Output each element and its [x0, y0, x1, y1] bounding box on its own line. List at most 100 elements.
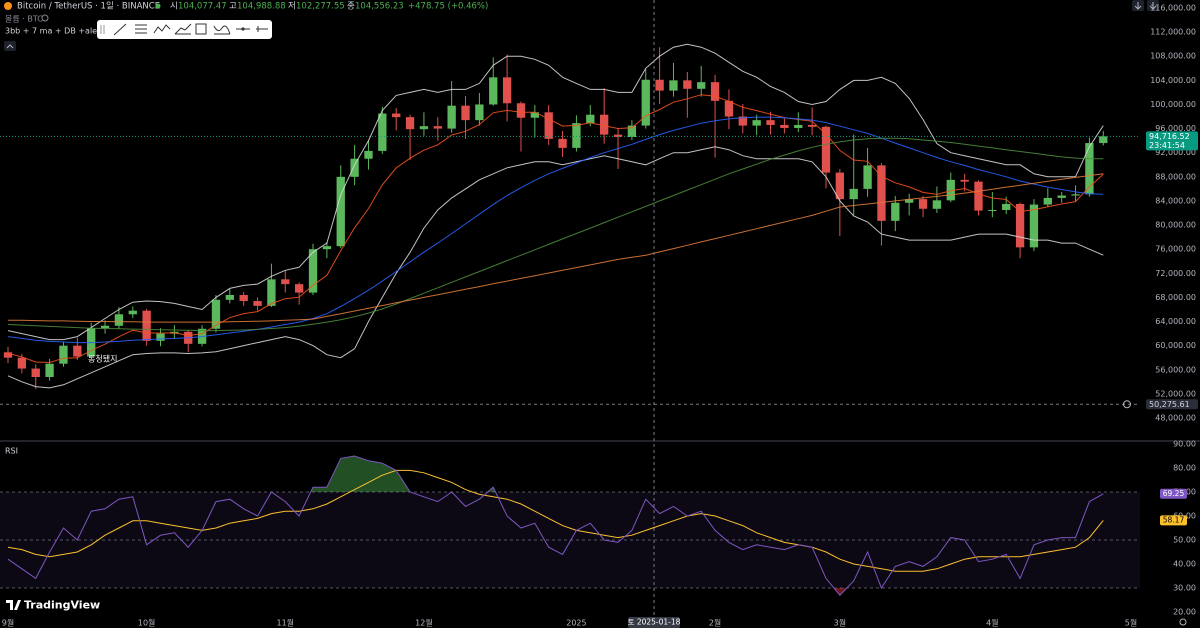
y-axis-label: 84,000.00 — [1155, 196, 1196, 205]
candle-body — [807, 124, 817, 127]
candle-body — [530, 112, 539, 118]
candle-body — [3, 352, 13, 358]
rsi-line — [7, 469, 1104, 572]
x-axis-label: 2025 — [566, 619, 586, 628]
y-axis-label: 68,000.00 — [1155, 293, 1196, 302]
candle-body — [752, 120, 761, 126]
ohlc-label: 고 — [229, 2, 237, 12]
candle-body — [1099, 136, 1108, 144]
tool-forecast[interactable] — [174, 23, 192, 35]
x-axis-label: 12월 — [415, 618, 433, 628]
candle-body — [308, 249, 318, 293]
candle-body — [225, 295, 234, 300]
countdown-label: 23:41:54 — [1149, 141, 1185, 150]
candle-body — [45, 363, 54, 377]
rsi-line — [7, 455, 1104, 596]
settings-icon[interactable] — [1179, 618, 1187, 626]
y-axis-label: 80,000.00 — [1155, 221, 1196, 230]
candle-body — [641, 79, 650, 126]
volume-label: 볼륨 · BTC — [5, 14, 43, 24]
crosshair-label-box — [628, 617, 680, 628]
change: +478.75 (+0.46%) — [408, 2, 488, 12]
x-axis-label: 5월 — [1125, 618, 1137, 628]
collapse-button[interactable] — [4, 41, 16, 51]
candle-body — [114, 314, 124, 326]
candle-body — [613, 134, 623, 138]
rsi-marker-label: 69.25 — [1163, 489, 1185, 498]
candle-body — [738, 116, 747, 126]
drawing-toolbar — [97, 20, 272, 39]
tool-rect[interactable] — [195, 23, 207, 35]
price-label: 94,716.52 — [1149, 132, 1190, 141]
candle-body — [821, 126, 831, 173]
y-axis-label: 80.00 — [1173, 464, 1196, 473]
candle-body — [544, 112, 553, 139]
x-axis-label: 4월 — [986, 618, 998, 628]
y-axis-label: 60,000.00 — [1155, 341, 1196, 350]
candle-body — [1029, 204, 1039, 248]
candle-body — [336, 176, 345, 247]
alert-label-box — [1146, 399, 1198, 410]
x-axis-label: 3월 — [834, 618, 846, 628]
y-axis-label: 56,000.00 — [1155, 365, 1196, 374]
x-axis-label: 2월 — [709, 618, 721, 628]
candle-body — [294, 284, 304, 293]
candle-body — [627, 125, 637, 138]
ma-line — [7, 146, 1104, 389]
x-axis-label: 9월 — [2, 618, 14, 628]
eye-icon[interactable] — [41, 14, 49, 22]
candle-body — [655, 79, 664, 91]
tool-pattern[interactable] — [153, 24, 171, 34]
candle-body — [516, 103, 526, 118]
y-axis-label: 76,000.00 — [1155, 245, 1196, 254]
candle-body — [835, 172, 845, 200]
ma-line — [7, 137, 1104, 332]
price-label-box — [1146, 131, 1198, 151]
x-axis-label: 10월 — [138, 618, 156, 628]
ohlc-label: 저 — [288, 2, 296, 12]
tool-ray[interactable] — [256, 26, 268, 32]
candle-body — [128, 310, 137, 315]
candle-body — [17, 357, 27, 369]
alert-label: 50,275.61 — [1149, 400, 1190, 409]
y-axis-label: 40.00 — [1173, 560, 1196, 569]
rsi-marker-box — [1160, 488, 1187, 499]
y-axis-label: 92,000.00 — [1155, 148, 1196, 157]
x-axis-label: 11월 — [277, 618, 295, 628]
tool-trendline[interactable] — [113, 23, 127, 36]
ohlc-value: 104,556.23 — [355, 2, 404, 12]
candle-body — [877, 165, 886, 221]
tool-brush[interactable] — [213, 25, 231, 35]
candle-body — [142, 310, 151, 341]
candle-body — [988, 209, 997, 211]
candle-body — [891, 202, 900, 221]
symbol-title: Bitcoin / TetherUS · 1일 · BINANCE — [17, 2, 160, 12]
candle-body — [974, 181, 983, 211]
candle-body — [350, 158, 359, 177]
candle-body — [794, 124, 803, 128]
logo: TradingView — [6, 599, 100, 612]
ohlc-value: 104,077.47 — [178, 2, 227, 12]
annotation: 롱청됐지 — [88, 354, 117, 364]
candle-body — [419, 126, 429, 130]
candle-body — [447, 105, 456, 129]
toolbar-grip — [100, 25, 105, 34]
market-status — [155, 3, 161, 9]
candle-body — [669, 80, 678, 91]
candle-body — [461, 105, 470, 121]
tool-fib[interactable] — [135, 24, 147, 34]
candle-body — [932, 200, 942, 209]
rsi-marker-box — [1160, 515, 1187, 526]
alert-icon[interactable] — [1123, 400, 1131, 409]
indicator-label: 3bb + 7 ma + DB +alert — [5, 27, 104, 36]
candle-body — [239, 295, 248, 302]
ma-line — [8, 173, 1104, 323]
rsi-title: RSI — [5, 447, 18, 456]
logo-mark — [6, 600, 21, 610]
y-axis-label: 112,000.00 — [1150, 28, 1196, 37]
candle-body — [73, 345, 82, 357]
ma-line — [7, 43, 1104, 341]
